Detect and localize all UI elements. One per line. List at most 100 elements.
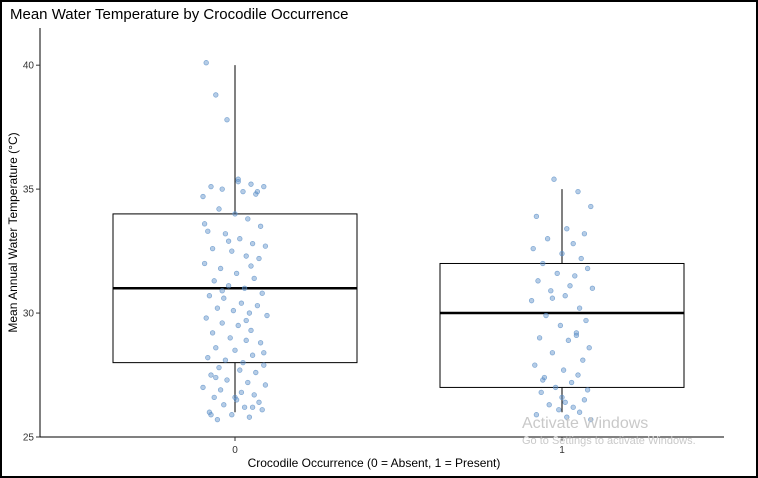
data-point xyxy=(224,117,230,123)
data-point xyxy=(232,347,238,353)
data-point xyxy=(583,317,589,324)
data-point xyxy=(588,203,594,210)
data-point xyxy=(235,322,241,329)
data-point xyxy=(208,412,214,418)
data-point xyxy=(559,250,565,257)
data-point xyxy=(264,312,270,319)
data-point xyxy=(200,193,206,200)
data-point xyxy=(200,384,206,391)
data-point xyxy=(213,92,219,98)
data-point xyxy=(232,394,238,400)
data-point xyxy=(219,288,225,294)
data-point xyxy=(203,60,209,66)
data-point xyxy=(262,382,269,388)
data-point xyxy=(214,305,221,311)
data-point xyxy=(581,231,588,237)
data-point xyxy=(205,228,211,234)
data-point xyxy=(254,188,261,195)
data-point xyxy=(559,394,565,400)
data-point xyxy=(206,293,213,299)
chart-title: Mean Water Temperature by Crocodile Occu… xyxy=(10,6,348,23)
data-point xyxy=(219,320,225,326)
data-point xyxy=(560,367,567,373)
data-point xyxy=(257,340,264,346)
data-point xyxy=(235,176,241,182)
data-point xyxy=(230,307,237,314)
data-point xyxy=(214,416,221,423)
y-tick-label: 40 xyxy=(23,61,35,72)
data-point xyxy=(201,260,208,267)
data-point xyxy=(543,312,549,319)
plot-layer xyxy=(112,60,685,423)
data-point xyxy=(245,379,251,386)
data-point xyxy=(261,350,267,356)
data-point xyxy=(248,181,254,187)
data-point xyxy=(211,394,217,400)
data-point xyxy=(224,377,230,383)
data-point xyxy=(240,188,246,195)
data-point xyxy=(221,295,227,301)
data-point xyxy=(581,397,588,403)
data-point xyxy=(535,278,541,284)
data-point xyxy=(538,389,544,396)
data-point xyxy=(588,416,594,423)
data-point xyxy=(243,253,249,259)
data-point xyxy=(532,362,538,368)
data-point xyxy=(243,317,249,324)
activate-windows-title: Activate Windows xyxy=(522,415,648,432)
y-tick-label: 25 xyxy=(23,433,35,444)
y-tick-label: 35 xyxy=(23,185,35,196)
data-point xyxy=(216,364,222,371)
data-point xyxy=(246,310,253,316)
data-point xyxy=(548,288,554,294)
data-point xyxy=(229,248,235,254)
data-point xyxy=(221,402,227,408)
data-point xyxy=(562,399,568,405)
data-point xyxy=(241,404,248,410)
data-point xyxy=(237,236,243,242)
y-tick-label: 30 xyxy=(23,309,35,320)
data-point xyxy=(217,265,224,272)
data-point xyxy=(576,305,583,311)
data-point xyxy=(584,387,591,393)
axes: 25 30 35 40 0 1 xyxy=(23,28,724,456)
data-point xyxy=(528,298,535,304)
data-point xyxy=(259,407,265,413)
data-point xyxy=(225,238,232,244)
data-point xyxy=(551,176,557,182)
data-point xyxy=(222,357,229,363)
data-point xyxy=(211,278,217,284)
data-point xyxy=(209,330,216,336)
data-point xyxy=(253,369,259,376)
data-point xyxy=(540,260,546,267)
data-point xyxy=(240,359,246,366)
data-point xyxy=(257,223,264,229)
data-point xyxy=(256,399,262,405)
data-point xyxy=(249,404,256,410)
data-point xyxy=(238,389,245,396)
data-point xyxy=(546,402,552,408)
data-point xyxy=(576,409,583,415)
data-point xyxy=(575,188,581,195)
data-point xyxy=(552,384,559,391)
data-point xyxy=(570,241,576,247)
data-point xyxy=(213,374,219,381)
data-point xyxy=(208,183,214,190)
data-point xyxy=(249,241,256,247)
data-point xyxy=(261,362,267,368)
x-tick-label: 1 xyxy=(559,445,565,456)
data-point xyxy=(219,186,225,192)
data-point xyxy=(201,221,208,227)
y-axis-label: Mean Annual Water Temperature (°C) xyxy=(6,132,20,332)
data-point xyxy=(562,293,568,299)
x-axis-label: Crocodile Occurrence (0 = Absent, 1 = Pr… xyxy=(248,456,501,470)
data-point xyxy=(578,255,584,262)
data-point xyxy=(225,283,232,289)
data-point xyxy=(570,404,576,410)
data-point xyxy=(536,335,543,341)
data-point xyxy=(584,265,591,272)
data-point xyxy=(246,414,253,420)
data-point xyxy=(254,302,261,309)
